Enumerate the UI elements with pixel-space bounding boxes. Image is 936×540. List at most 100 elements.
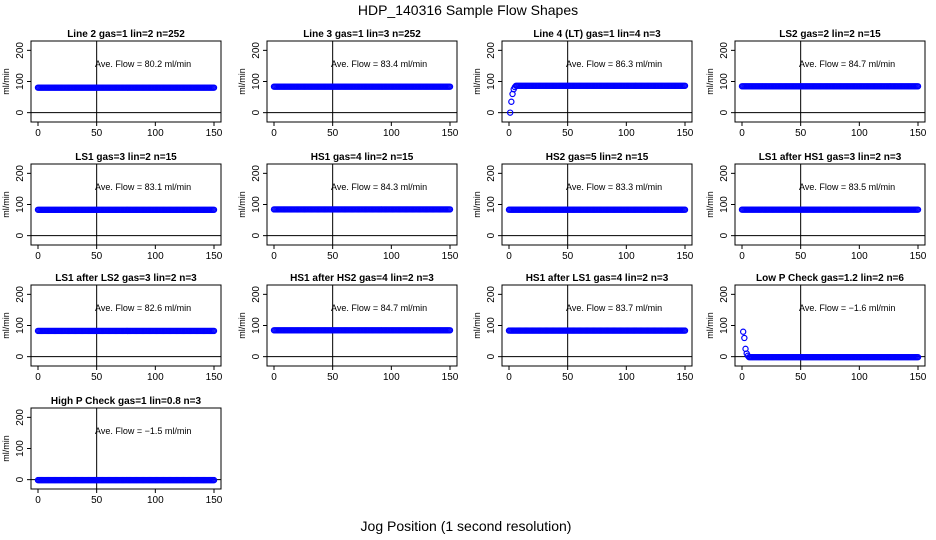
y-tick-label: 0 <box>15 232 26 238</box>
y-tick-label: 0 <box>251 353 262 359</box>
ave-flow-annotation: Ave. Flow = 84.7 ml/min <box>799 59 895 69</box>
plot-frame <box>501 163 693 246</box>
data-points <box>505 327 689 334</box>
panel-1: Line 2 gas=1 lin=2 n=252 0 50 100 150 0 100 200… <box>1 29 223 139</box>
y-tick-label: 100 <box>719 196 730 213</box>
panel-title: HS1 after LS1 gas=4 lin=2 n=3 <box>526 273 669 284</box>
y-tick-label: 200 <box>251 42 262 59</box>
plot-frame <box>30 163 222 246</box>
data-points <box>34 84 218 91</box>
data-point <box>681 206 689 213</box>
x-tick-label: 150 <box>677 251 694 262</box>
x-tick-label: 100 <box>851 251 868 262</box>
y-axis-label: ml/min <box>1 435 11 462</box>
panel-12: Low P Check gas=1.2 lin=2 n=6 0 50 100 150 0 1… <box>705 273 927 383</box>
x-tick-label: 150 <box>910 251 927 262</box>
y-tick-label: 200 <box>719 165 730 182</box>
x-tick-label: 100 <box>147 251 164 262</box>
panel-title: High P Check gas=1 lin=0.8 n=3 <box>51 396 202 407</box>
y-axis-label: ml/min <box>705 312 715 339</box>
x-tick-label: 50 <box>795 128 807 139</box>
plot-frame <box>501 40 693 123</box>
x-tick-label: 150 <box>910 372 927 383</box>
x-tick-label: 50 <box>327 251 339 262</box>
y-tick-label: 100 <box>486 73 497 90</box>
y-tick-label: 200 <box>251 286 262 303</box>
panel-title: LS2 gas=2 lin=2 n=15 <box>779 29 881 40</box>
panel-title: Line 4 (LT) gas=1 lin=4 n=3 <box>533 29 661 40</box>
y-tick-label: 100 <box>15 73 26 90</box>
y-axis-label: ml/min <box>472 68 482 95</box>
y-axis-label: ml/min <box>705 68 715 95</box>
y-tick-label: 0 <box>719 109 730 115</box>
panel-4: LS2 gas=2 lin=2 n=15 0 50 100 150 0 100 200 ml/m… <box>705 29 927 139</box>
x-tick-label: 100 <box>383 128 400 139</box>
y-axis-label: ml/min <box>705 191 715 218</box>
x-tick-label: 150 <box>206 251 223 262</box>
panel-11: HS1 after LS1 gas=4 lin=2 n=3 0 50 100 150 0 1… <box>472 273 694 383</box>
panel-title: HS1 gas=4 lin=2 n=15 <box>311 152 414 163</box>
plot-frame <box>734 40 926 123</box>
plot-frame <box>501 284 693 367</box>
y-tick-label: 100 <box>251 196 262 213</box>
data-point <box>210 84 218 91</box>
x-tick-label: 100 <box>383 251 400 262</box>
x-tick-label: 100 <box>147 372 164 383</box>
ave-flow-annotation: Ave. Flow = 83.7 ml/min <box>566 303 662 313</box>
panel-title: LS1 after LS2 gas=3 lin=2 n=3 <box>55 273 197 284</box>
ave-flow-annotation: Ave. Flow = 80.2 ml/min <box>95 59 191 69</box>
panel-13: High P Check gas=1 lin=0.8 n=3 0 50 100 150 0… <box>1 396 223 506</box>
x-tick-label: 0 <box>35 128 41 139</box>
x-tick-label: 50 <box>562 128 574 139</box>
x-tick-label: 150 <box>206 372 223 383</box>
y-tick-label: 100 <box>251 317 262 334</box>
ave-flow-annotation: Ave. Flow = 83.5 ml/min <box>799 182 895 192</box>
x-tick-label: 100 <box>851 128 868 139</box>
panel-title: Line 2 gas=1 lin=2 n=252 <box>67 29 185 40</box>
panel-8: LS1 after HS1 gas=3 lin=2 n=3 0 50 100 150 0 1… <box>705 152 927 262</box>
ave-flow-annotation: Ave. Flow = 82.6 ml/min <box>95 303 191 313</box>
panel-6: HS1 gas=4 lin=2 n=15 0 50 100 150 0 100 200 ml/m… <box>237 152 459 262</box>
data-point <box>741 334 748 342</box>
x-tick-label: 0 <box>506 372 512 383</box>
x-tick-label: 100 <box>383 372 400 383</box>
data-point <box>446 206 454 213</box>
data-point <box>739 328 747 335</box>
x-tick-label: 150 <box>442 372 459 383</box>
data-point <box>681 82 689 89</box>
x-tick-label: 150 <box>910 128 927 139</box>
plot-frame <box>30 407 222 490</box>
data-point <box>681 327 689 334</box>
y-tick-label: 200 <box>15 42 26 59</box>
data-points <box>739 328 922 361</box>
data-point <box>446 83 454 90</box>
y-axis-label: ml/min <box>1 312 11 339</box>
ave-flow-annotation: Ave. Flow = 84.3 ml/min <box>331 182 427 192</box>
ave-flow-annotation: Ave. Flow = 84.7 ml/min <box>331 303 427 313</box>
y-tick-label: 200 <box>719 42 730 59</box>
y-tick-label: 0 <box>486 109 497 115</box>
data-points <box>270 327 454 334</box>
y-tick-label: 200 <box>15 409 26 426</box>
y-axis-label: ml/min <box>1 191 11 218</box>
y-tick-label: 0 <box>251 109 262 115</box>
panel-3: Line 4 (LT) gas=1 lin=4 n=3 0 50 100 150 0 100… <box>472 29 694 139</box>
x-tick-label: 50 <box>795 372 807 383</box>
panel-title: Line 3 gas=1 lin=3 n=252 <box>303 29 421 40</box>
y-tick-label: 200 <box>486 42 497 59</box>
x-tick-label: 100 <box>147 495 164 506</box>
ave-flow-annotation: Ave. Flow = 83.3 ml/min <box>566 182 662 192</box>
data-points <box>505 206 689 213</box>
plot-frame <box>734 284 926 367</box>
y-axis-label: ml/min <box>237 312 247 339</box>
x-tick-label: 0 <box>271 251 277 262</box>
y-tick-label: 0 <box>719 232 730 238</box>
plot-frame <box>266 163 458 246</box>
y-tick-label: 100 <box>15 440 26 457</box>
x-tick-label: 50 <box>91 128 103 139</box>
plot-frame <box>30 40 222 123</box>
x-tick-label: 100 <box>618 128 635 139</box>
y-tick-label: 200 <box>15 165 26 182</box>
x-tick-label: 100 <box>851 372 868 383</box>
